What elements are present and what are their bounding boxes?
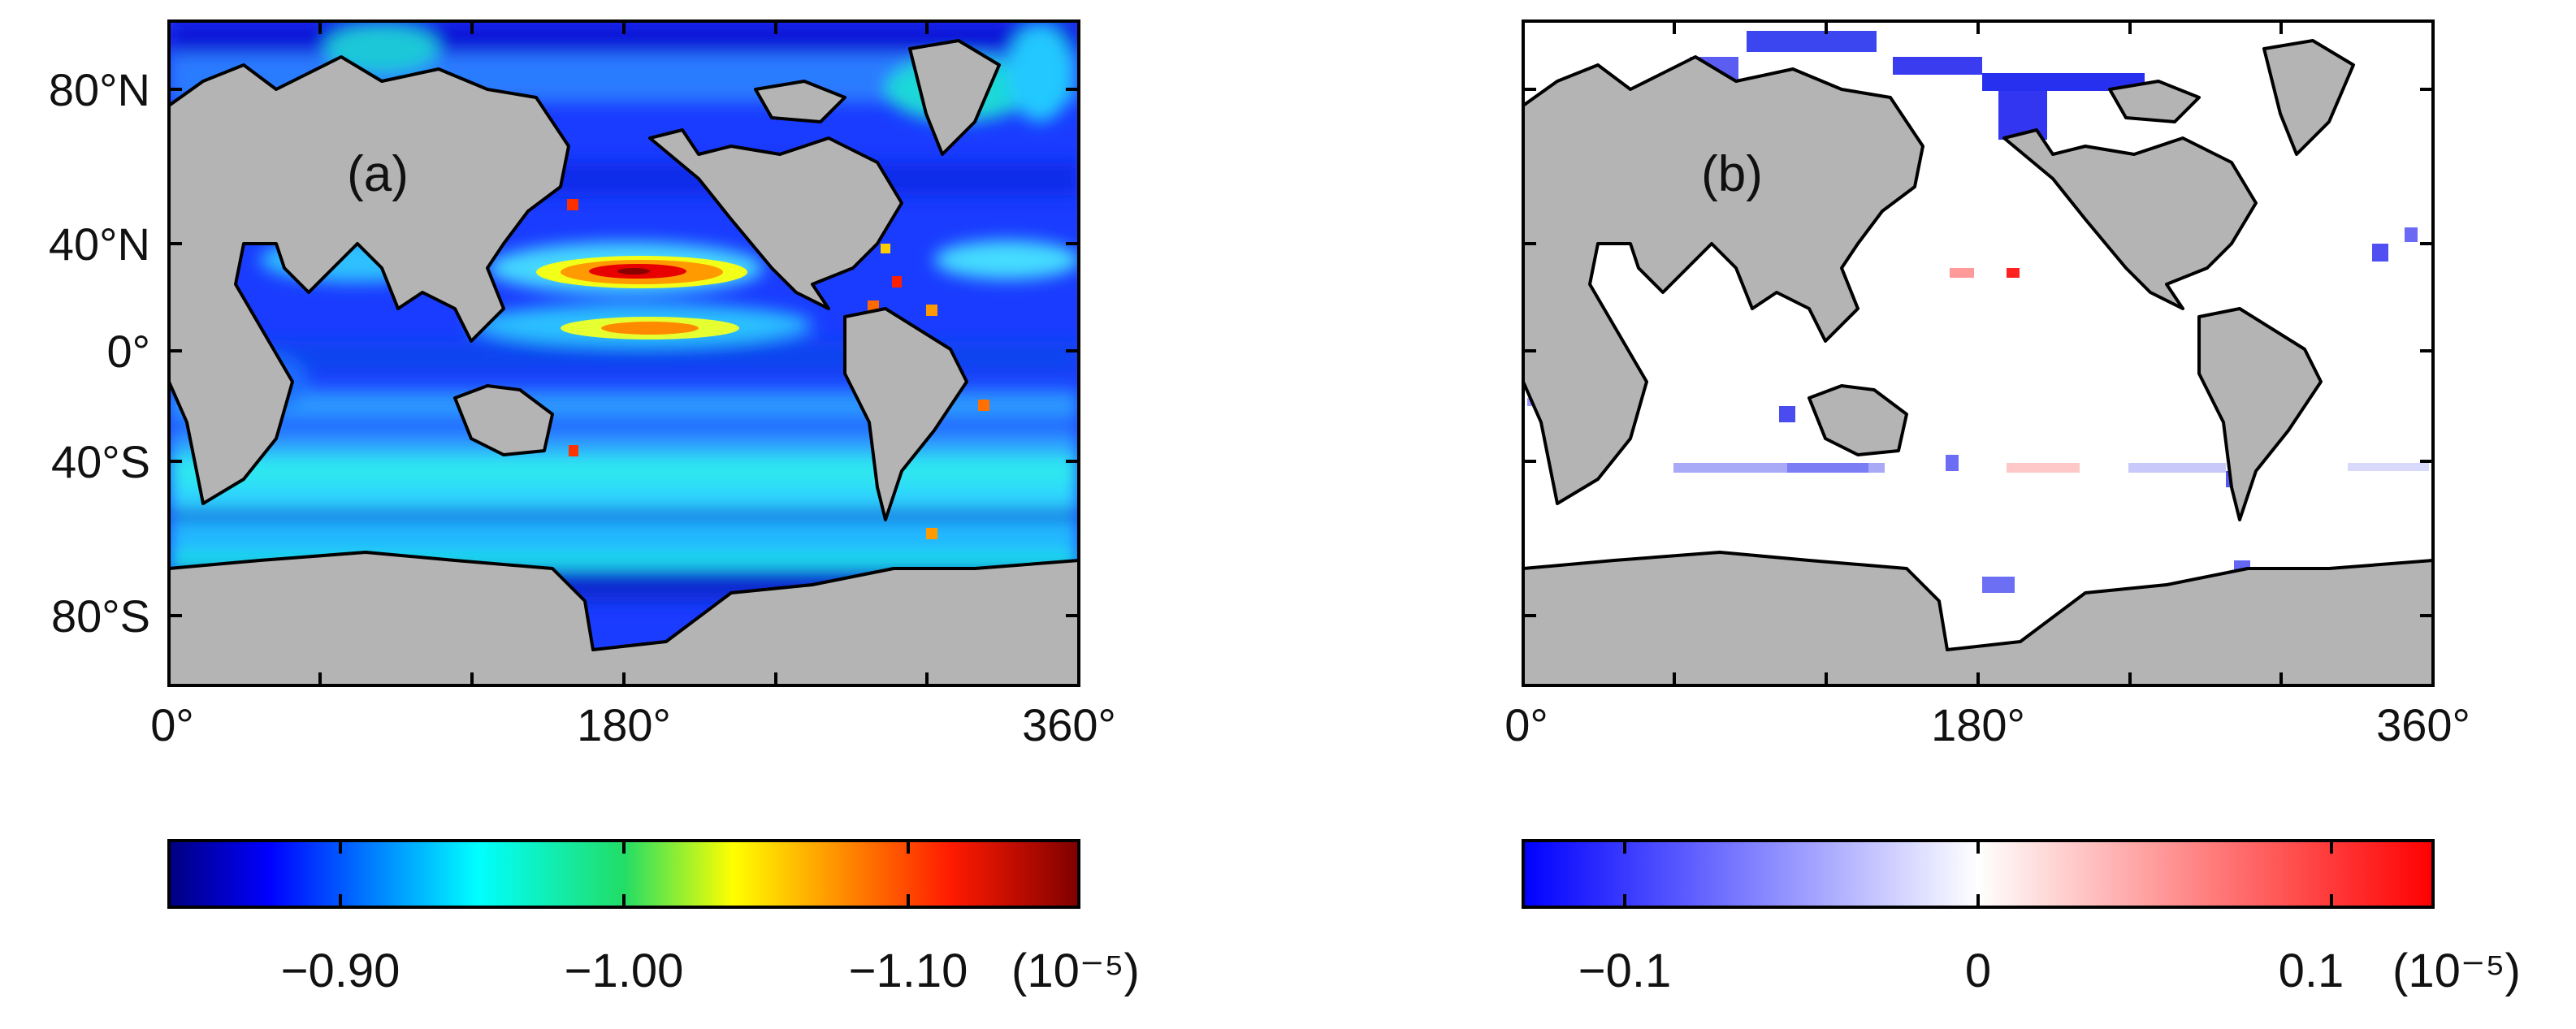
panel-a-colorbar-unit: (10⁻⁵) xyxy=(1011,945,1140,997)
panel-b-x-tick-180: 180° xyxy=(1931,699,2025,750)
panel-a-land-south-america xyxy=(843,307,968,521)
panel-a-x-tick-0: 0° xyxy=(150,699,194,750)
panel-a-y-tick-labels: 80°N 40°N 0° 40°S 80°S xyxy=(49,64,150,642)
panel-b-x-tick-labels: 0° 180° 360° xyxy=(1504,699,2470,750)
panel-a-y-tick-80n: 80°N xyxy=(49,64,150,115)
panel-a-colorbar-tick-1: −0.90 xyxy=(281,945,400,997)
panel-a-land-eurasia-africa xyxy=(169,55,570,505)
panel-a-field xyxy=(169,21,1079,685)
panel-a-x-tick-labels: 0° 180° 360° xyxy=(150,699,1116,750)
panel-b: (b) 0° 180° 360° −0.1 0 0.1 (10⁻⁵) xyxy=(1504,19,2521,997)
panel-b-land-australia xyxy=(1808,384,1908,456)
panel-a-y-tick-40n: 40°N xyxy=(49,218,150,270)
panel-b-colorbar-tick-3: 0.1 xyxy=(2279,945,2344,997)
panel-b-land-eurasia-africa xyxy=(1523,55,1924,505)
panel-a-y-tick-40s: 40°S xyxy=(51,436,150,487)
panel-a-label: (a) xyxy=(347,146,409,202)
panel-b-colorbar-tick-1: −0.1 xyxy=(1578,945,1672,997)
panel-a-land-australia xyxy=(453,384,554,456)
panel-a-x-tick-360: 360° xyxy=(1022,699,1116,750)
panel-a-y-tick-80s: 80°S xyxy=(51,590,150,642)
panel-a-land-antarctica xyxy=(169,551,1079,685)
panel-b-colorbar-unit: (10⁻⁵) xyxy=(2392,945,2521,997)
panel-b-land-arctic-islands xyxy=(2108,80,2201,123)
panel-b-colorbar-tick-2: 0 xyxy=(1965,945,1991,997)
panel-a-y-tick-0: 0° xyxy=(106,326,150,377)
panel-a-ticks xyxy=(167,21,1079,685)
panel-a-x-tick-180: 180° xyxy=(577,699,671,750)
panel-b-land-south-america xyxy=(2197,307,2323,521)
panel-b-colorbar: −0.1 0 0.1 (10⁻⁵) xyxy=(1522,839,2521,997)
panel-a: (a) 80°N 40°N 0° 40°S 80°S 0° 180° 360° … xyxy=(49,19,1140,997)
panel-a-land-arctic-islands xyxy=(754,80,846,123)
panel-b-land-greenland xyxy=(2262,39,2355,156)
panel-a-land xyxy=(169,39,1079,685)
panel-a-hotspots xyxy=(536,199,989,539)
panel-b-red-cells xyxy=(1950,268,2080,473)
panel-b-land xyxy=(1523,39,2433,685)
panel-b-land-antarctica xyxy=(1523,551,2433,685)
panel-b-land-north-america xyxy=(2002,128,2258,310)
panel-a-land-greenland xyxy=(908,39,1001,156)
panel-a-land-north-america xyxy=(648,128,903,310)
panel-a-colorbar-tick-2: −1.00 xyxy=(565,945,684,997)
panel-a-colorbar-tick-3: −1.10 xyxy=(849,945,968,997)
panel-b-field xyxy=(1523,21,2433,685)
panel-b-x-tick-0: 0° xyxy=(1504,699,1548,750)
panel-b-x-tick-360: 360° xyxy=(2376,699,2470,750)
panel-b-ticks xyxy=(1523,21,2433,685)
panel-a-colorbar: −0.90 −1.00 −1.10 (10⁻⁵) xyxy=(167,839,1140,997)
panel-b-label: (b) xyxy=(1701,146,1763,202)
